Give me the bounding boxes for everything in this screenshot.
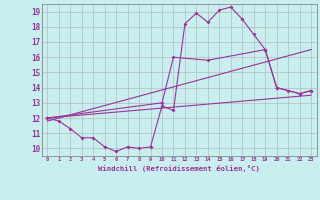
X-axis label: Windchill (Refroidissement éolien,°C): Windchill (Refroidissement éolien,°C): [98, 165, 260, 172]
